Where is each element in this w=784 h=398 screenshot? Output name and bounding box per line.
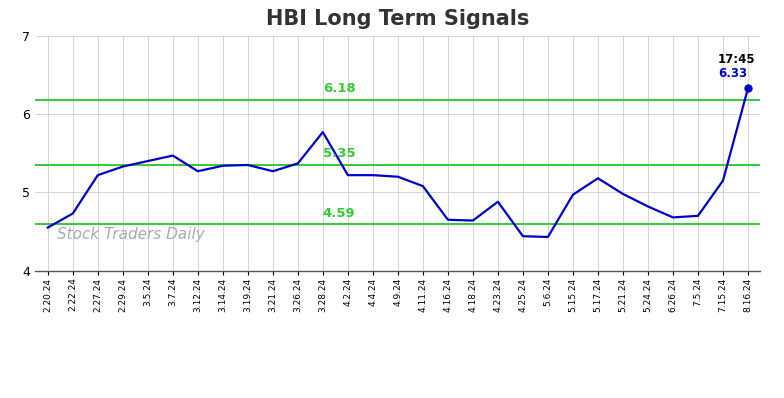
Point [742, 85, 754, 92]
Text: 5.35: 5.35 [323, 147, 355, 160]
Text: 17:45: 17:45 [718, 53, 756, 66]
Text: 6.33: 6.33 [718, 67, 747, 80]
Title: HBI Long Term Signals: HBI Long Term Signals [267, 9, 529, 29]
Text: 4.59: 4.59 [323, 207, 355, 220]
Text: 6.18: 6.18 [323, 82, 356, 95]
Text: Stock Traders Daily: Stock Traders Daily [57, 228, 205, 242]
